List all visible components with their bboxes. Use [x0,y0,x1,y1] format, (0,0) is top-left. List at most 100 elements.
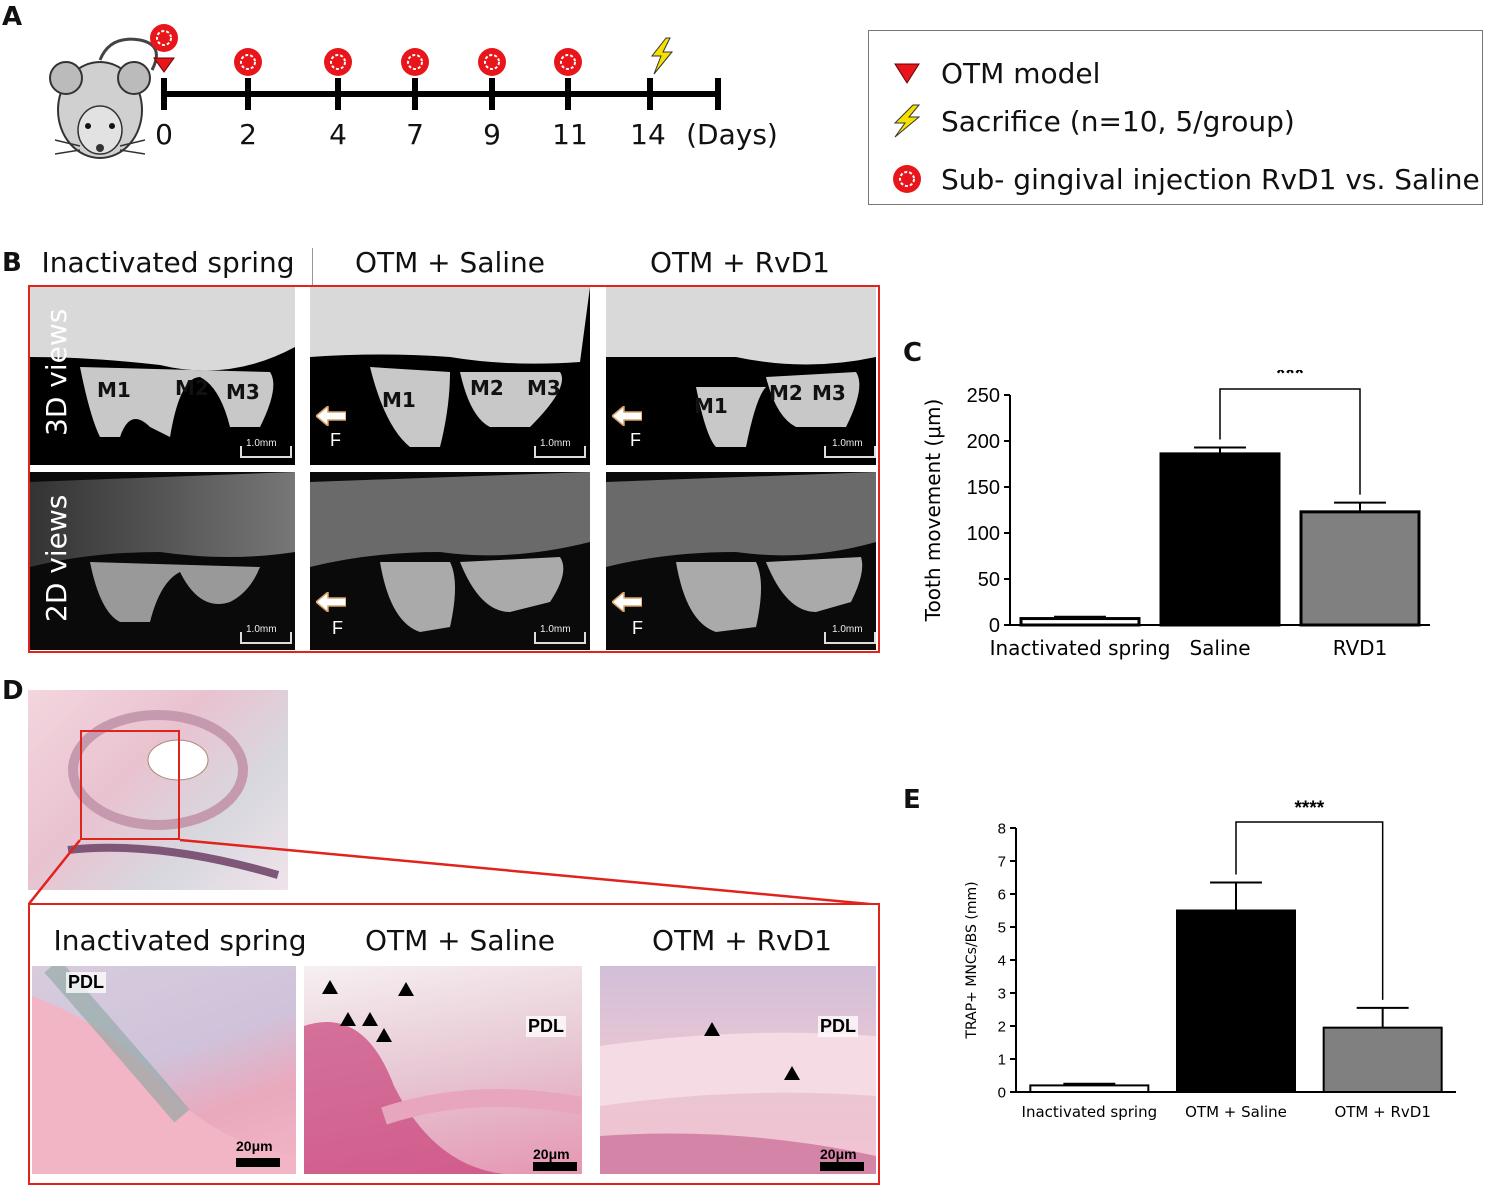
significance-label: *** [1276,370,1305,387]
force-label: F [630,430,641,450]
scale-label: 1.0mm [246,438,277,449]
bar [1176,909,1296,1093]
tooth-label: M1 [382,388,416,412]
row-label: 3D views [40,308,73,436]
days-unit-label: (Days) [686,118,778,151]
day-label: 11 [552,118,588,151]
scale-label: 1.0mm [832,624,863,635]
day-label: 14 [630,118,666,151]
bar [1159,452,1281,627]
pdl-label: PDL [818,1016,858,1037]
micro-ct-3d-image [30,287,295,465]
scale-label: 1.0mm [540,624,571,635]
mouse-icon [49,37,158,159]
panel-b-frame [28,285,880,653]
y-tick-label: 250 [967,385,1000,407]
y-tick-label: 200 [967,431,1000,453]
column-title: OTM + RvD1 [652,924,832,957]
legend: OTM model Sacrifice (n=10, 5/group) Sub-… [868,30,1483,205]
panel-label-b: B [2,248,22,278]
day-label: 9 [483,118,501,151]
scale-bar [824,446,876,458]
tooth-label: M2 [470,376,504,400]
force-arrow-icon [612,592,642,612]
y-axis-label: TRAP+ MNCs/BS (mm) [964,881,980,1039]
tooth-label: M3 [812,381,846,405]
y-tick-label: 7 [998,853,1006,870]
bar [1299,510,1421,627]
y-tick-label: 2 [998,1018,1006,1035]
force-arrow-icon [612,406,642,426]
y-tick-label: 0 [998,1084,1006,1101]
day-label: 7 [406,118,424,151]
y-tick-label: 0 [989,615,1000,637]
radiograph-2d-image [310,472,590,650]
panel-d-frame [28,903,880,1185]
scale-label: 1.0mm [540,438,571,449]
x-tick-label: Inactivated spring [990,636,1171,660]
force-arrow-icon [316,406,346,426]
radiograph-2d-image [30,472,295,650]
tooth-label: M1 [97,378,131,402]
scale-bar [534,446,586,458]
panel-label-a: A [2,2,23,32]
lightning-icon [893,104,921,138]
tooth-label: M1 [694,394,728,418]
force-label: F [632,618,643,638]
y-tick-label: 5 [998,919,1006,936]
legend-label: OTM model [941,56,1101,90]
histology-image [600,966,876,1174]
tooth-label: M2 [769,381,803,405]
y-tick-label: 150 [967,477,1000,499]
significance-label: **** [1295,800,1325,819]
significance-bracket [1219,388,1361,495]
scale-bar [240,632,292,644]
zoom-region-box [80,730,180,840]
column-title: Inactivated spring [41,246,295,279]
y-axis-label: Tooth movement (μm) [921,399,945,623]
pdl-label: PDL [66,972,106,993]
histology-image [304,966,582,1174]
radiograph-2d-image [606,472,876,650]
panel-label-e: E [903,785,921,815]
scale-label: 20μm [236,1138,273,1154]
force-arrow-icon [316,592,346,612]
chart-e: 0 1 2 3 4 5 6 7 8 TRAP+ MNCs/BS (mm) Inactivated s… [964,800,1456,1121]
injection-icon [893,165,921,193]
x-tick-label: OTM + Saline [1185,1103,1287,1121]
legend-item: Sub- gingival injection RvD1 vs. Saline [887,159,1480,199]
scale-label: 20μm [820,1146,857,1162]
column-title: Inactivated spring [53,924,307,957]
x-tick-label: OTM + RvD1 [1334,1103,1430,1121]
day-label: 2 [239,118,257,151]
y-tick-label: 3 [998,985,1006,1002]
zoom-lines [28,838,881,905]
day-label: 4 [329,118,347,151]
scale-bar [533,1162,577,1171]
scale-label: 1.0mm [246,624,277,635]
scale-bar [534,632,586,644]
tooth-label: M3 [226,380,260,404]
legend-label: Sacrifice (n=10, 5/group) [941,104,1295,138]
tooth-label: M3 [527,376,561,400]
legend-item: OTM model [887,53,1100,93]
x-tick-label: Saline [1189,636,1250,660]
y-tick-label: 4 [998,952,1006,969]
red-triangle-icon [153,57,175,73]
micro-ct-3d-image [310,287,590,465]
row-label: 2D views [40,494,73,622]
y-tick-label: 50 [978,569,1000,591]
column-title: OTM + Saline [364,924,556,957]
scale-bar [820,1162,864,1171]
y-tick-label: 6 [998,886,1006,903]
force-label: F [330,430,341,450]
injection-icon [150,24,582,76]
tooth-label: M2 [175,376,209,400]
scale-bar [236,1158,280,1167]
x-tick-label: RVD1 [1333,636,1388,660]
significance-bracket [1235,821,1384,1000]
bar [1019,617,1141,627]
x-tick-label: Inactivated spring [1022,1103,1158,1121]
pdl-label: PDL [526,1016,566,1037]
timeline [150,24,721,110]
